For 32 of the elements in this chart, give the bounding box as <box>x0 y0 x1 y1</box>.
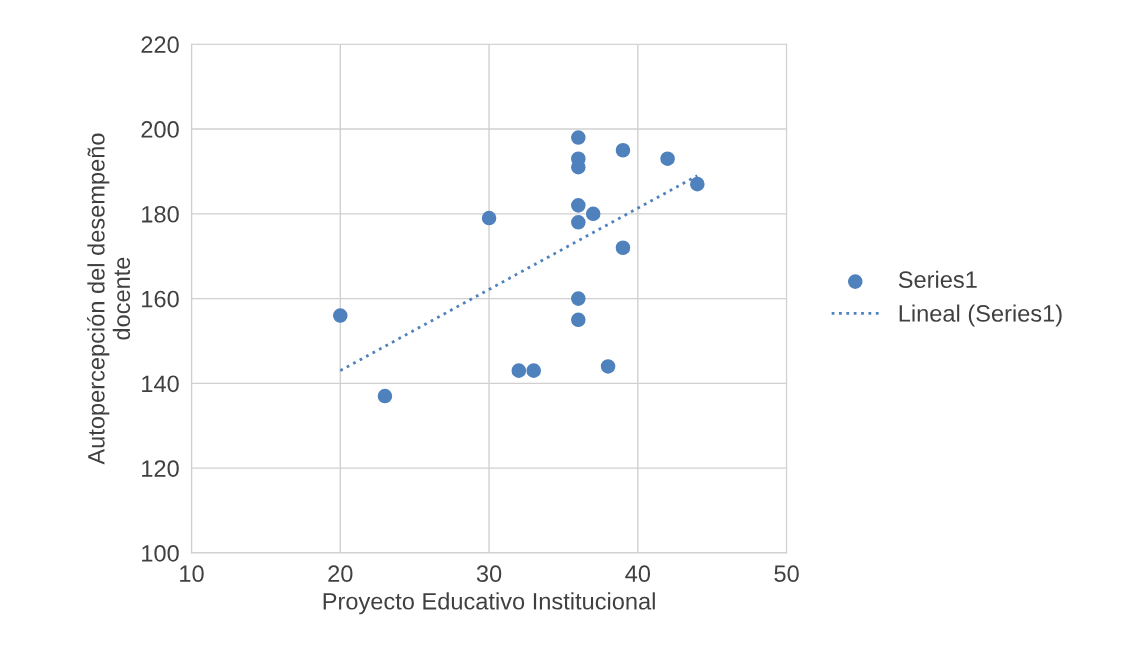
point <box>571 312 586 328</box>
point <box>377 388 393 404</box>
point <box>526 363 541 378</box>
x-tick-label: 10 <box>180 565 204 583</box>
y-axis-title: Autopercepción del desempeño docente <box>87 133 131 465</box>
x-tick-label: 20 <box>328 565 353 583</box>
point <box>333 308 348 323</box>
y-tick-label: 120 <box>142 460 179 477</box>
point <box>600 359 616 374</box>
point <box>571 291 586 306</box>
point <box>585 206 601 222</box>
point <box>660 151 675 167</box>
x-tick-label: 30 <box>476 565 502 583</box>
y-tick-label: 220 <box>141 36 179 54</box>
legend-label: Series1 <box>898 270 977 289</box>
x-tick-label: 50 <box>774 565 799 583</box>
point <box>481 210 497 226</box>
legend-label: Lineal (Series1) <box>899 304 1062 327</box>
y-tick-label: 160 <box>142 290 179 308</box>
point <box>615 142 631 158</box>
y-tick-label: 100 <box>142 544 179 562</box>
point <box>571 198 586 213</box>
y-tick-label: 140 <box>142 375 179 393</box>
x-axis-title: Proyecto Educativo Institucional <box>323 592 655 615</box>
point <box>571 130 586 145</box>
y-tick-label: 200 <box>141 121 179 138</box>
point <box>511 363 527 378</box>
point <box>615 240 631 256</box>
x-tick-label: 40 <box>625 565 651 583</box>
point <box>571 215 586 230</box>
y-tick-label: 180 <box>142 205 179 223</box>
point <box>690 176 705 192</box>
